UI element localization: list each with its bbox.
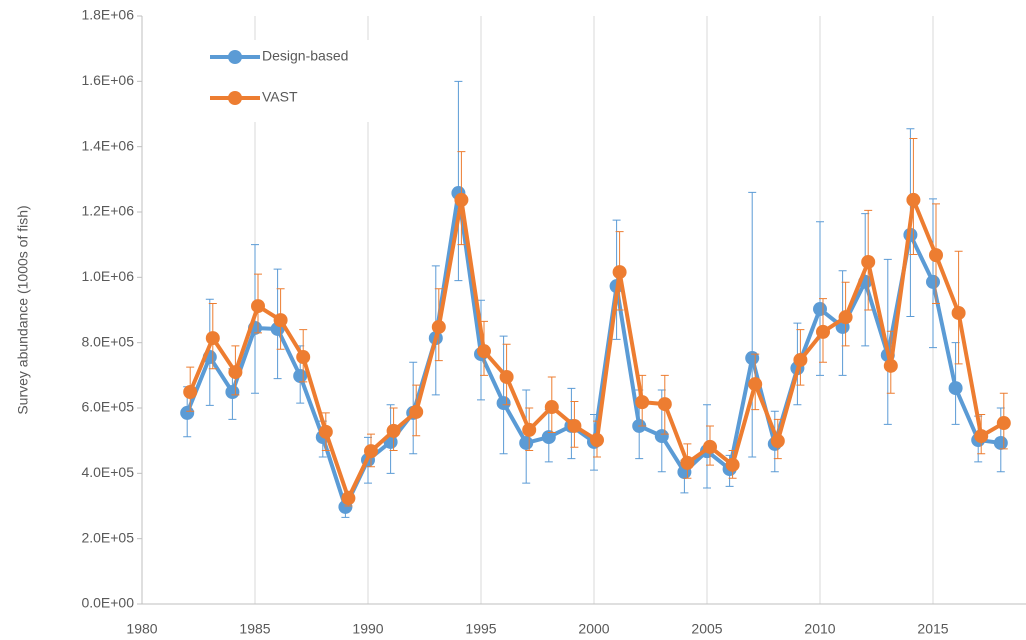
data-point [431, 319, 446, 334]
data-point [541, 430, 556, 445]
y-tick-label: 1.4E+06 [81, 137, 134, 153]
data-point [745, 351, 760, 366]
x-tick-label: 1985 [239, 621, 270, 637]
data-point [725, 457, 740, 472]
data-point [657, 397, 672, 412]
data-point [951, 305, 966, 320]
data-point [993, 435, 1008, 450]
data-point [409, 404, 424, 419]
data-point [364, 444, 378, 459]
legend-label: Design-based [262, 48, 348, 64]
data-point [861, 254, 876, 269]
data-point [996, 416, 1011, 431]
x-tick-label: 2015 [917, 621, 948, 637]
data-point [183, 384, 198, 399]
data-point [883, 358, 898, 373]
data-point [612, 265, 627, 280]
y-tick-label: 1.6E+06 [81, 72, 134, 88]
data-point [544, 400, 559, 415]
data-point [180, 405, 195, 420]
data-point [499, 369, 514, 384]
x-tick-label: 2000 [578, 621, 609, 637]
y-tick-label: 1.2E+06 [81, 203, 134, 219]
data-point [205, 331, 220, 346]
data-point [567, 418, 582, 433]
y-tick-label: 2.0E+05 [81, 529, 134, 545]
y-axis-label: Survey abundance (1000s of fish) [15, 205, 31, 414]
data-point [926, 274, 940, 289]
data-point [748, 377, 763, 392]
legend-label: VAST [262, 89, 298, 105]
y-tick-label: 1.0E+06 [81, 268, 134, 284]
y-tick-label: 6.0E+05 [81, 399, 134, 415]
data-point [251, 299, 265, 314]
y-tick-label: 0.0E+00 [81, 595, 134, 611]
error-bar [929, 198, 937, 349]
error-bar [883, 258, 892, 425]
data-point [838, 310, 853, 325]
x-tick-label: 1980 [126, 621, 157, 637]
data-point [496, 396, 511, 411]
data-point [813, 302, 827, 317]
data-point [296, 350, 311, 365]
data-point [703, 439, 717, 454]
data-point [477, 344, 491, 359]
data-point [793, 352, 808, 367]
data-point [341, 491, 356, 506]
x-tick-label: 1995 [465, 621, 496, 637]
legend-box [182, 40, 410, 122]
y-tick-label: 4.0E+05 [81, 464, 134, 480]
data-point [519, 435, 534, 450]
data-point [770, 433, 785, 448]
data-point [273, 313, 288, 328]
legend-marker [228, 50, 242, 64]
error-bar [499, 335, 508, 455]
data-point [635, 395, 650, 410]
data-point [454, 192, 469, 207]
x-tick-label: 2010 [804, 621, 835, 637]
error-bar [454, 80, 463, 282]
data-point [906, 192, 921, 207]
error-bar [748, 191, 757, 458]
data-point [225, 384, 240, 399]
data-point [974, 429, 989, 444]
data-point [654, 429, 669, 444]
legend-marker [228, 91, 242, 105]
data-point [228, 365, 243, 380]
data-point [816, 324, 830, 339]
x-tick-label: 1990 [352, 621, 383, 637]
data-point [386, 423, 401, 438]
data-point [318, 424, 333, 439]
y-tick-label: 8.0E+05 [81, 333, 134, 349]
x-tick-label: 2005 [691, 621, 722, 637]
data-point [680, 455, 695, 470]
y-tick-label: 1.8E+06 [81, 7, 134, 23]
data-point [522, 422, 537, 437]
data-point [590, 433, 604, 448]
data-point [948, 381, 963, 396]
data-point [293, 368, 308, 383]
data-point [929, 248, 943, 263]
